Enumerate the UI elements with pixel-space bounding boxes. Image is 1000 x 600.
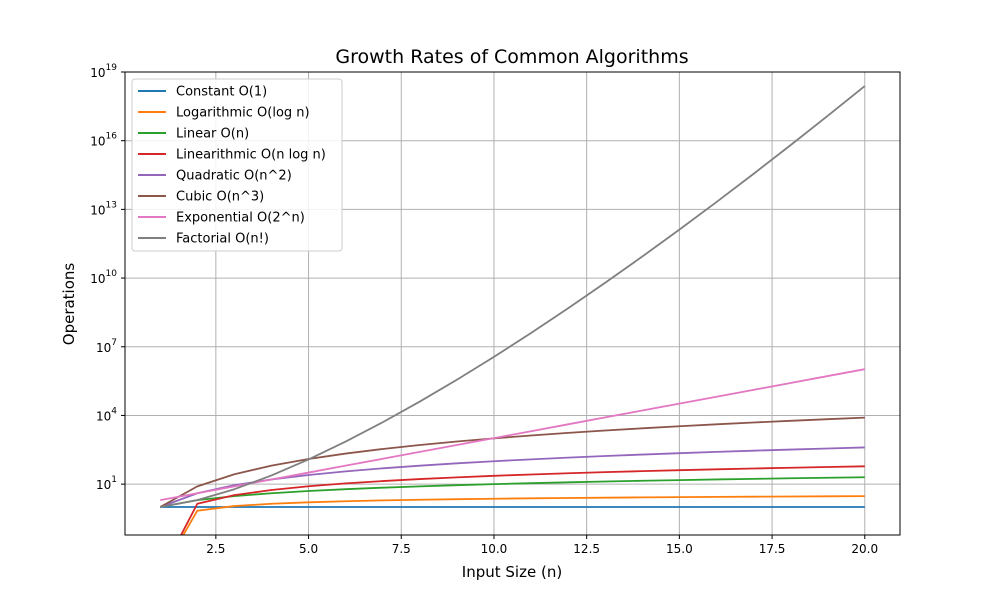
x-tick-label: 10.0 xyxy=(481,542,508,556)
legend-label: Constant O(1) xyxy=(176,85,267,100)
y-tick-exponent: 4 xyxy=(111,406,117,416)
legend-label: Linear O(n) xyxy=(176,127,249,142)
legend: Constant O(1) Logarithmic O(log n) Linear … xyxy=(131,78,343,252)
series-line-2 xyxy=(160,476,865,508)
x-axis-ticks: 2.5 5.0 7.5 10.0 12.5 15.0 17.5 20.0 xyxy=(206,535,878,556)
y-tick-base: 10 xyxy=(90,135,105,149)
series-line-3 xyxy=(180,465,865,535)
y-tick-base: 10 xyxy=(90,272,105,286)
x-tick-label: 17.5 xyxy=(759,542,786,556)
x-tick-label: 5.0 xyxy=(299,542,318,556)
legend-entry: Exponential O(2^n) xyxy=(138,211,305,226)
series-line-7 xyxy=(160,85,866,508)
legend-label: Cubic O(n^3) xyxy=(176,190,264,205)
legend-entry: Linear O(n) xyxy=(138,127,249,142)
y-tick-label: 1016 xyxy=(90,132,117,149)
x-tick-label: 2.5 xyxy=(206,542,225,556)
series-line-5 xyxy=(159,416,865,508)
y-tick-label: 1019 xyxy=(90,63,117,80)
legend-label: Logarithmic O(log n) xyxy=(176,106,310,121)
y-axis-label: Operations xyxy=(60,263,78,346)
legend-label: Factorial O(n!) xyxy=(176,232,269,247)
x-tick-label: 7.5 xyxy=(392,542,411,556)
x-tick-label: 12.5 xyxy=(573,542,600,556)
x-tick-label: 15.0 xyxy=(666,542,693,556)
y-tick-exponent: 19 xyxy=(106,63,118,73)
y-tick-label: 107 xyxy=(96,338,117,355)
y-tick-base: 10 xyxy=(90,203,105,217)
y-tick-exponent: 7 xyxy=(111,338,117,348)
legend-label: Linearithmic O(n log n) xyxy=(176,148,326,163)
y-tick-exponent: 1 xyxy=(111,475,117,485)
legend-entry: Cubic O(n^3) xyxy=(138,190,264,205)
chart-title: Growth Rates of Common Algorithms xyxy=(335,46,688,68)
y-tick-exponent: 16 xyxy=(106,132,118,142)
x-axis-label: Input Size (n) xyxy=(462,563,562,581)
legend-entry: Constant O(1) xyxy=(138,85,267,100)
legend-entry: Linearithmic O(n log n) xyxy=(138,148,326,163)
y-tick-exponent: 10 xyxy=(106,269,118,279)
x-tick-label: 20.0 xyxy=(851,542,878,556)
y-tick-label: 101 xyxy=(96,475,117,492)
y-tick-label: 1010 xyxy=(90,269,117,286)
y-tick-exponent: 13 xyxy=(106,200,117,210)
y-tick-base: 10 xyxy=(90,66,105,80)
legend-entry: Factorial O(n!) xyxy=(138,232,269,247)
series-line-1 xyxy=(182,495,865,535)
legend-box xyxy=(131,78,343,252)
series-lines xyxy=(159,85,866,535)
y-tick-base: 10 xyxy=(96,478,111,492)
series-line-6 xyxy=(160,368,865,502)
legend-label: Exponential O(2^n) xyxy=(176,211,305,226)
legend-entry: Logarithmic O(log n) xyxy=(138,106,310,121)
legend-label: Quadratic O(n^2) xyxy=(176,169,292,184)
y-tick-label: 1013 xyxy=(90,200,117,217)
y-tick-base: 10 xyxy=(96,341,111,355)
legend-entry: Quadratic O(n^2) xyxy=(138,169,292,184)
y-tick-label: 104 xyxy=(96,406,117,423)
axes-frame xyxy=(124,71,901,536)
y-tick-base: 10 xyxy=(96,409,111,423)
